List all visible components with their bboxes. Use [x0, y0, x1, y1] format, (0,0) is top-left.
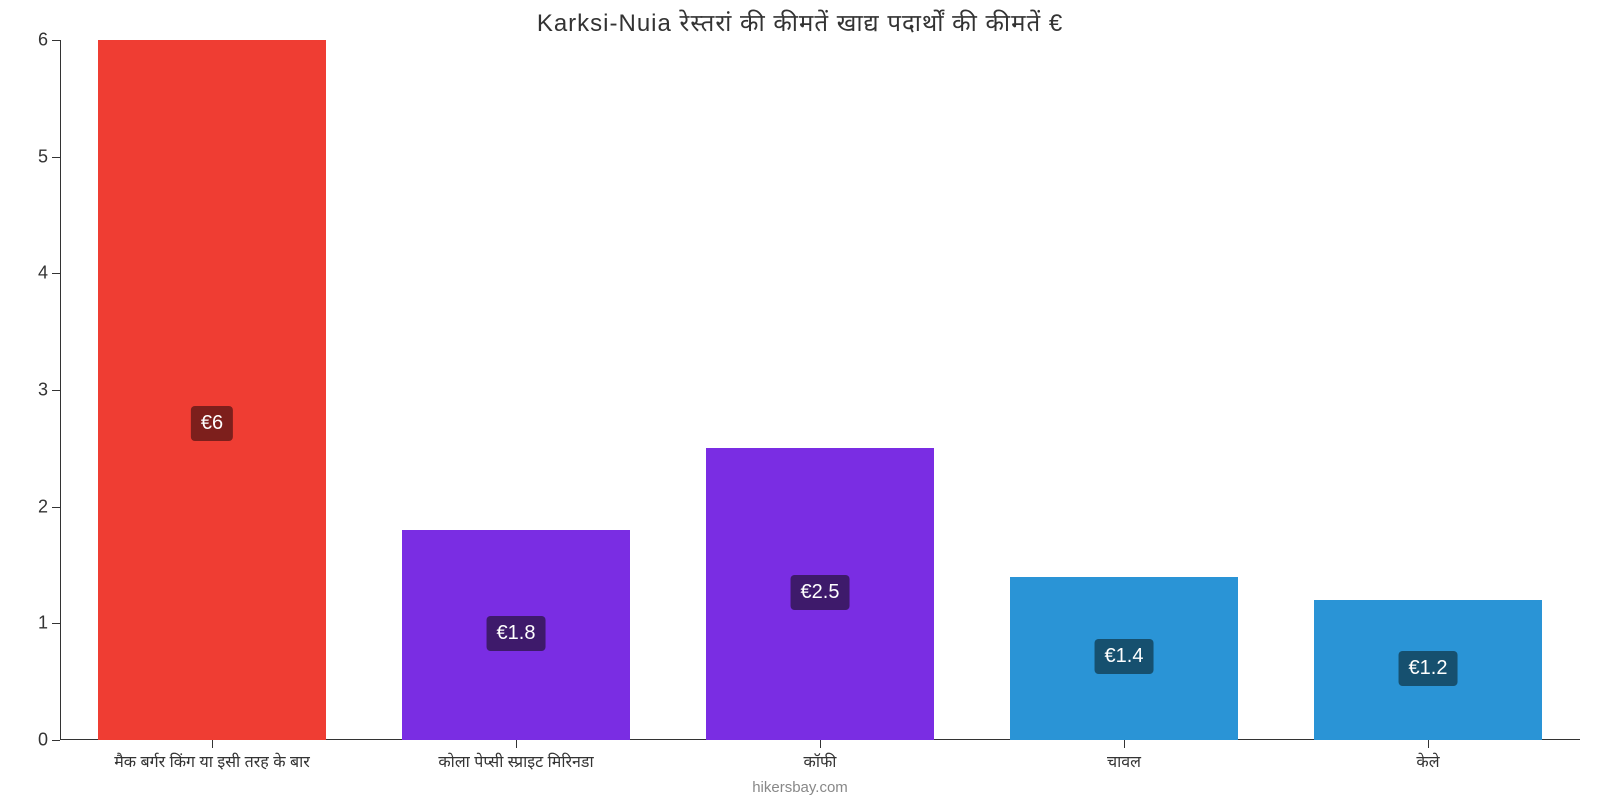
y-tick-label: 1: [38, 613, 60, 634]
x-tick-label: केले: [1416, 740, 1439, 772]
bar: €1.8: [402, 530, 630, 740]
bar-value-badge: €1.2: [1399, 651, 1458, 686]
y-tick-label: 6: [38, 30, 60, 51]
chart-title: Karksi-Nuia रेस्तरां की कीमतें खाद्य पदा…: [0, 6, 1600, 39]
y-tick-label: 0: [38, 730, 60, 751]
y-tick-label: 2: [38, 496, 60, 517]
x-tick-label: मैक बर्गर किंग या इसी तरह के बार: [114, 740, 310, 772]
bar: €1.4: [1010, 577, 1238, 740]
plot-area: 0123456 €6€1.8€2.5€1.4€1.2 मैक बर्गर किं…: [60, 40, 1580, 740]
bar: €6: [98, 40, 326, 740]
x-tick-label: चावल: [1107, 740, 1141, 772]
y-axis-line: [60, 40, 61, 740]
x-tick-label: कोला पेप्सी स्प्राइट मिरिनडा: [438, 740, 593, 772]
bar-value-badge: €1.4: [1095, 639, 1154, 674]
bar: €2.5: [706, 448, 934, 740]
bar-value-badge: €2.5: [791, 575, 850, 610]
bar-value-badge: €6: [191, 406, 233, 441]
chart-attribution: hikersbay.com: [0, 779, 1600, 796]
bar: €1.2: [1314, 600, 1542, 740]
y-tick-label: 3: [38, 380, 60, 401]
x-tick-label: कॉफी: [804, 740, 837, 772]
y-tick-label: 4: [38, 263, 60, 284]
y-tick-label: 5: [38, 146, 60, 167]
bar-value-badge: €1.8: [487, 616, 546, 651]
